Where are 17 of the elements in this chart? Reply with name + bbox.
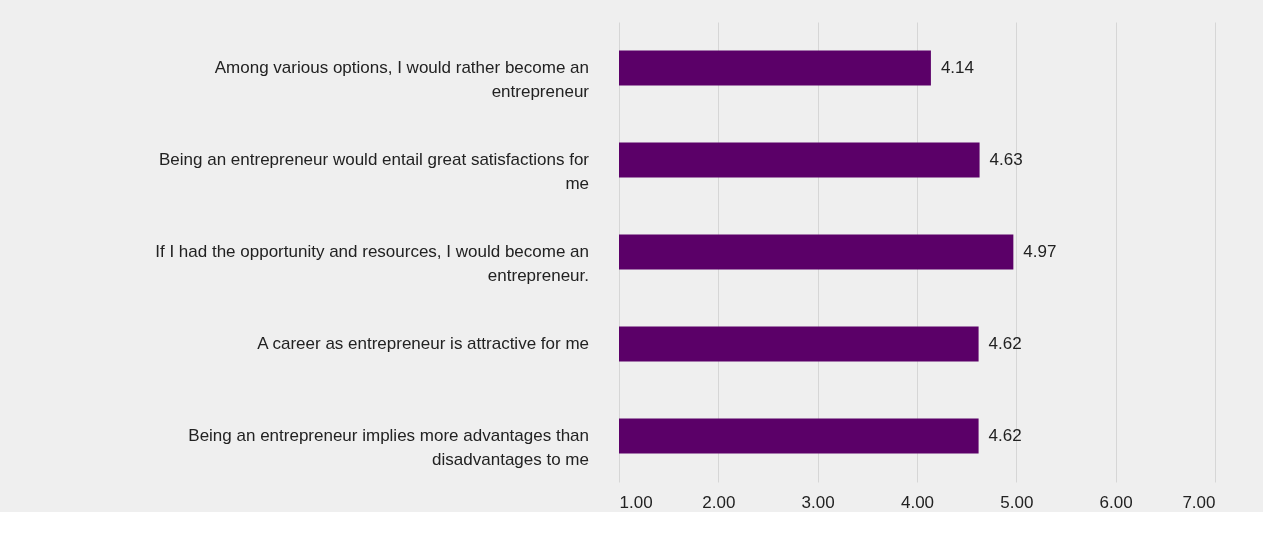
y-tick-label: Being an entrepreneur implies more advantages than disadvantages to me	[188, 426, 589, 469]
x-tick-label: 1.00	[619, 492, 653, 512]
y-tick-label: Being an entrepreneur would entail great satisfactions for me	[159, 150, 590, 193]
data-label: 4.62	[988, 426, 1022, 445]
data-label: 4.62	[988, 334, 1022, 353]
x-tick-label: 4.00	[900, 492, 935, 512]
x-tick-label: 7.00	[1182, 492, 1216, 512]
x-tick-label: 6.00	[1099, 492, 1133, 512]
data-label: 4.14	[940, 58, 974, 77]
x-tick-label: 2.00	[702, 492, 736, 512]
x-tick-label: 3.00	[801, 492, 835, 512]
data-label: 4.97	[1023, 242, 1057, 261]
data-label: 4.63	[989, 150, 1023, 169]
y-tick-label: A career as entrepreneur is attractive for me	[257, 334, 589, 353]
y-tick-label: Among various options, I would rather become an entrepreneur	[214, 58, 590, 101]
y-tick-label: If I had the opportunity and resources, I would become an entrepreneur.	[155, 242, 589, 285]
x-tick-label: 5.00	[1000, 492, 1034, 512]
